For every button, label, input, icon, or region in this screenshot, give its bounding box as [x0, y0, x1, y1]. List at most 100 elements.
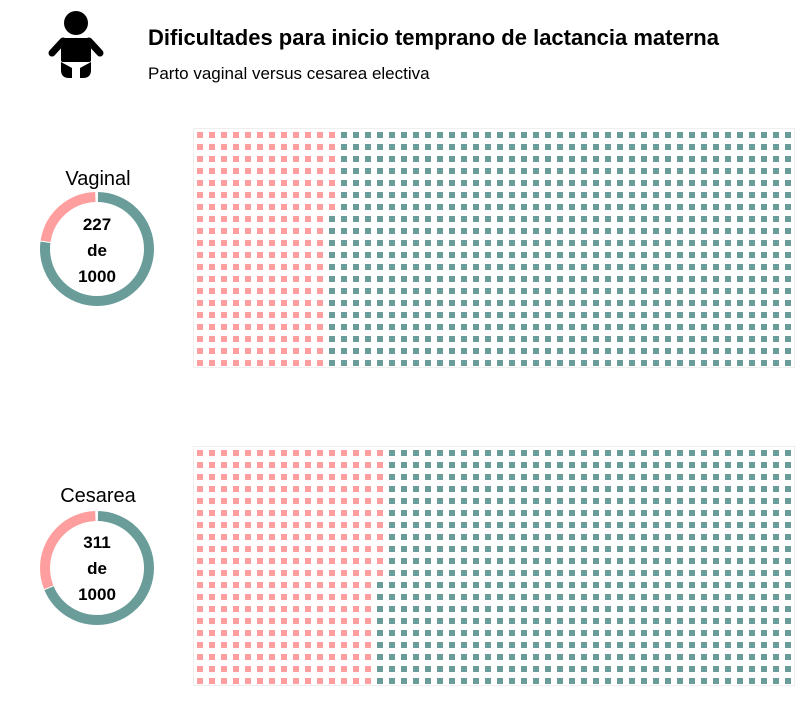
waffle-cell-cesarea: [509, 654, 515, 660]
waffle-cell-vaginal: [737, 144, 743, 150]
waffle-cell-cesarea: [725, 654, 731, 660]
waffle-cell-cesarea: [317, 462, 323, 468]
waffle-cell-cesarea: [521, 582, 527, 588]
waffle-cell-cesarea: [449, 666, 455, 672]
waffle-cell-cesarea: [509, 462, 515, 468]
waffle-cell-vaginal: [497, 168, 503, 174]
waffle-cell-cesarea: [233, 534, 239, 540]
waffle-cell-vaginal: [761, 216, 767, 222]
waffle-cell-cesarea: [413, 654, 419, 660]
waffle-cell-cesarea: [569, 606, 575, 612]
waffle-cell-cesarea: [245, 474, 251, 480]
waffle-cell-vaginal: [449, 312, 455, 318]
waffle-cell-vaginal: [329, 156, 335, 162]
waffle-cell-cesarea: [545, 474, 551, 480]
waffle-cell-cesarea: [605, 450, 611, 456]
waffle-cell-vaginal: [665, 360, 671, 366]
waffle-cell-vaginal: [269, 132, 275, 138]
waffle-cell-vaginal: [761, 276, 767, 282]
waffle-cell-vaginal: [737, 288, 743, 294]
waffle-cell-vaginal: [269, 360, 275, 366]
waffle-cell-cesarea: [293, 618, 299, 624]
waffle-cell-vaginal: [329, 336, 335, 342]
waffle-cell-vaginal: [353, 216, 359, 222]
waffle-cell-vaginal: [713, 348, 719, 354]
waffle-cell-vaginal: [749, 180, 755, 186]
waffle-cell-cesarea: [557, 630, 563, 636]
waffle-cell-cesarea: [701, 582, 707, 588]
waffle-cell-cesarea: [449, 462, 455, 468]
waffle-cell-cesarea: [329, 534, 335, 540]
waffle-cell-vaginal: [593, 360, 599, 366]
waffle-cell-cesarea: [725, 678, 731, 684]
waffle-cell-cesarea: [269, 474, 275, 480]
waffle-cell-cesarea: [389, 522, 395, 528]
waffle-cell-cesarea: [317, 510, 323, 516]
waffle-cell-cesarea: [605, 618, 611, 624]
waffle-cell-vaginal: [581, 360, 587, 366]
waffle-cell-vaginal: [737, 192, 743, 198]
waffle-cell-cesarea: [725, 582, 731, 588]
waffle-cell-cesarea: [209, 570, 215, 576]
waffle-cell-cesarea: [665, 594, 671, 600]
waffle-cell-cesarea: [593, 666, 599, 672]
waffle-cell-vaginal: [365, 180, 371, 186]
waffle-cell-cesarea: [593, 522, 599, 528]
waffle-cell-vaginal: [773, 144, 779, 150]
waffle-cell-vaginal: [305, 312, 311, 318]
waffle-cell-cesarea: [221, 534, 227, 540]
waffle-cell-vaginal: [257, 324, 263, 330]
waffle-cell-vaginal: [245, 312, 251, 318]
waffle-cell-cesarea: [293, 594, 299, 600]
waffle-cell-cesarea: [545, 510, 551, 516]
waffle-cell-vaginal: [641, 228, 647, 234]
waffle-cell-cesarea: [365, 594, 371, 600]
waffle-cell-cesarea: [269, 570, 275, 576]
donut-segment-cesarea-highlight: [40, 511, 154, 625]
waffle-cell-vaginal: [293, 252, 299, 258]
waffle-cell-vaginal: [473, 192, 479, 198]
waffle-cell-cesarea: [401, 546, 407, 552]
waffle-cell-vaginal: [341, 204, 347, 210]
waffle-cell-cesarea: [773, 606, 779, 612]
waffle-cell-cesarea: [749, 678, 755, 684]
waffle-cell-vaginal: [293, 144, 299, 150]
waffle-cell-cesarea: [617, 498, 623, 504]
waffle-cell-cesarea: [521, 522, 527, 528]
waffle-cell-vaginal: [281, 168, 287, 174]
waffle-cell-vaginal: [569, 348, 575, 354]
waffle-cell-cesarea: [485, 510, 491, 516]
waffle-cell-vaginal: [605, 204, 611, 210]
waffle-cell-vaginal: [533, 252, 539, 258]
waffle-cell-cesarea: [353, 474, 359, 480]
waffle-cell-vaginal: [569, 144, 575, 150]
waffle-cell-vaginal: [197, 240, 203, 246]
waffle-cell-cesarea: [689, 474, 695, 480]
waffle-cell-vaginal: [353, 264, 359, 270]
waffle-cell-cesarea: [197, 618, 203, 624]
waffle-cell-vaginal: [449, 180, 455, 186]
waffle-cell-cesarea: [557, 570, 563, 576]
waffle-cell-cesarea: [413, 582, 419, 588]
waffle-cell-cesarea: [449, 522, 455, 528]
waffle-cell-cesarea: [197, 498, 203, 504]
waffle-cell-vaginal: [617, 264, 623, 270]
waffle-cell-cesarea: [497, 606, 503, 612]
waffle-cell-cesarea: [389, 546, 395, 552]
waffle-cell-cesarea: [317, 486, 323, 492]
waffle-cell-cesarea: [353, 486, 359, 492]
waffle-cell-cesarea: [413, 486, 419, 492]
waffle-cell-cesarea: [281, 462, 287, 468]
waffle-cell-vaginal: [521, 336, 527, 342]
waffle-cell-cesarea: [245, 618, 251, 624]
waffle-cell-cesarea: [701, 618, 707, 624]
waffle-cell-cesarea: [737, 630, 743, 636]
waffle-cell-cesarea: [533, 618, 539, 624]
waffle-cell-vaginal: [401, 276, 407, 282]
waffle-cell-cesarea: [785, 654, 791, 660]
waffle-cell-cesarea: [353, 642, 359, 648]
waffle-cell-cesarea: [353, 450, 359, 456]
waffle-cell-vaginal: [737, 240, 743, 246]
waffle-cell-vaginal: [653, 228, 659, 234]
waffle-cell-vaginal: [401, 144, 407, 150]
